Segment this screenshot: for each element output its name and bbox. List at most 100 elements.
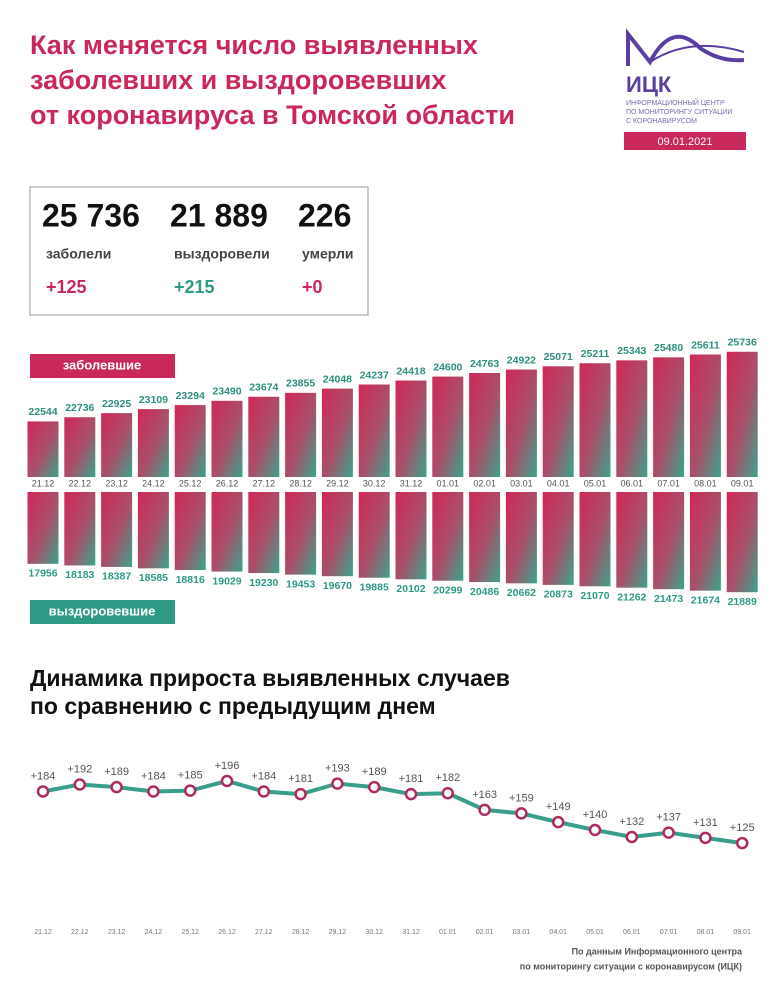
value-label: +159 — [509, 792, 534, 804]
bar — [469, 373, 501, 477]
bar — [653, 492, 685, 590]
x-tick-label: 27.12 — [255, 929, 273, 936]
bar — [211, 492, 243, 572]
bar — [542, 366, 574, 477]
x-tick-label: 21.12 — [32, 478, 55, 488]
bar — [395, 492, 427, 580]
series-name-badge — [30, 354, 175, 378]
marker — [73, 778, 87, 791]
bar — [137, 492, 169, 569]
marker — [588, 823, 602, 837]
bar — [653, 357, 685, 477]
footer-text: по мониторингу ситуации с коронавирусом … — [520, 961, 742, 971]
value-label: 25211 — [581, 348, 610, 360]
marker — [699, 831, 712, 845]
summary-label: заболели — [46, 246, 111, 262]
x-tick-label: 28.12 — [289, 478, 312, 488]
x-tick-label: 08.01 — [697, 929, 715, 936]
value-label: 23294 — [176, 390, 205, 402]
value-label: 25071 — [544, 351, 573, 363]
bar — [64, 492, 96, 566]
marker — [478, 803, 491, 817]
marker — [257, 785, 271, 798]
marker — [147, 785, 160, 798]
bar — [616, 360, 648, 477]
value-label: +181 — [399, 773, 424, 785]
value-label: 20299 — [433, 585, 462, 597]
bar — [395, 380, 427, 477]
x-tick-label: 02.01 — [473, 478, 496, 488]
bar — [248, 492, 280, 574]
value-label: 17956 — [28, 568, 57, 580]
value-label: 22736 — [65, 402, 94, 414]
x-tick-label: 03.01 — [510, 478, 533, 488]
value-label: 24922 — [507, 354, 536, 366]
x-tick-label: 21.12 — [34, 929, 52, 936]
marker — [404, 787, 418, 801]
date: 09.01.2021 — [657, 136, 712, 148]
bar — [27, 421, 59, 477]
value-label: +189 — [104, 766, 129, 778]
bar — [616, 492, 648, 588]
x-tick-label: 09.01 — [733, 929, 751, 936]
x-tick-label: 29.12 — [326, 478, 349, 488]
bar — [432, 492, 464, 581]
value-label: 20486 — [470, 586, 499, 598]
value-label: 24418 — [396, 365, 425, 377]
bar — [101, 413, 133, 477]
value-label: +184 — [31, 770, 56, 782]
marker — [551, 815, 565, 829]
chart-title: по сравнению с предыдущим днем — [30, 693, 436, 719]
x-tick-label: 23.12 — [108, 929, 126, 936]
value-label: 22925 — [102, 398, 131, 410]
value-label: 23490 — [212, 386, 241, 398]
x-tick-label: 02.01 — [476, 929, 494, 936]
summary-label: умерли — [302, 246, 353, 262]
marker — [294, 787, 307, 801]
bar — [432, 376, 464, 477]
marker — [183, 784, 197, 797]
value-label: 24048 — [323, 373, 352, 385]
bar — [726, 351, 758, 477]
logo-icon — [649, 44, 745, 63]
value-label: 20102 — [396, 583, 425, 595]
value-label: 24763 — [470, 358, 499, 370]
bar — [285, 492, 317, 575]
value-label: 20873 — [544, 589, 573, 601]
summary-box — [29, 186, 369, 316]
bar — [505, 492, 537, 584]
marker — [36, 785, 50, 798]
marker — [662, 826, 675, 839]
value-label: +163 — [472, 789, 497, 801]
title-line: Как меняется число выявленных — [30, 30, 478, 60]
value-label: +184 — [141, 770, 166, 782]
bar — [469, 492, 501, 583]
x-tick-label: 01.01 — [439, 929, 457, 936]
bar — [27, 492, 59, 564]
value-label: +184 — [251, 770, 276, 782]
x-tick-label: 01.01 — [437, 478, 460, 488]
footer-text: По данным Информационного центра — [572, 946, 743, 956]
x-tick-label: 07.01 — [657, 478, 680, 488]
bar — [689, 492, 721, 591]
value-label: 18816 — [176, 574, 205, 586]
title-line: от коронавируса в Томской области — [30, 100, 515, 130]
logo-subtitle: С КОРОНАВИРУСОМ — [626, 118, 697, 125]
value-label: +189 — [362, 766, 387, 778]
value-label: +182 — [435, 772, 460, 784]
x-tick-label: 26.12 — [216, 478, 239, 488]
x-tick-label: 22.12 — [71, 929, 89, 936]
bar — [248, 396, 280, 477]
bar — [101, 492, 133, 567]
bar — [358, 384, 390, 477]
x-tick-label: 25.12 — [179, 478, 202, 488]
bar — [285, 392, 317, 477]
x-tick-label: 29.12 — [329, 929, 347, 936]
value-label: 23855 — [286, 378, 315, 390]
value-label: 25343 — [617, 345, 646, 357]
value-label: 19029 — [212, 575, 241, 587]
summary-value: 25 736 — [42, 197, 140, 233]
bar — [321, 492, 353, 577]
x-tick-label: 04.01 — [547, 478, 570, 488]
